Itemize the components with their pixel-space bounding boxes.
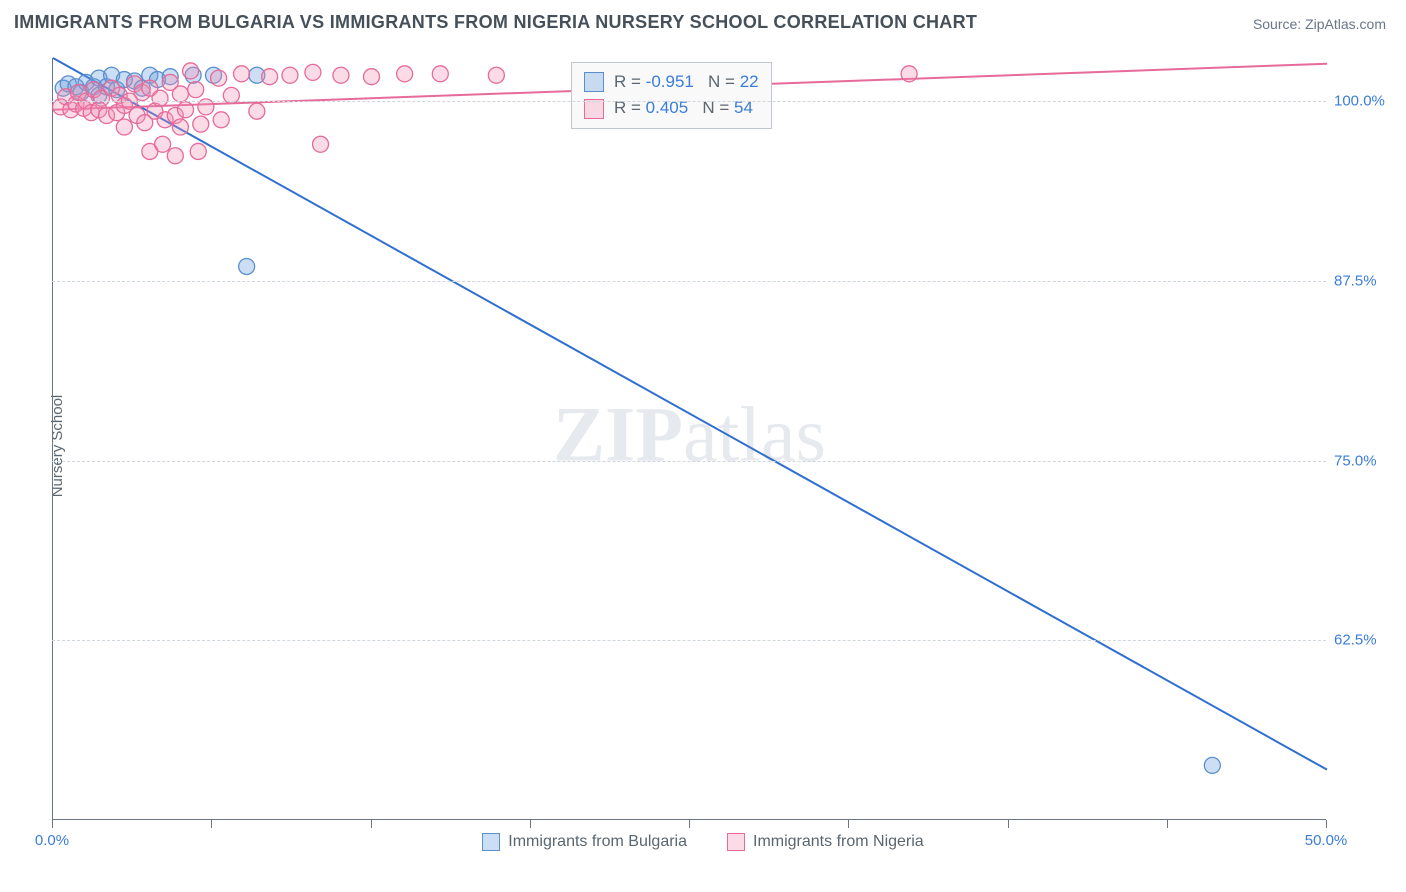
source-name: ZipAtlas.com bbox=[1305, 16, 1386, 32]
bottom-legend-item: Immigrants from Nigeria bbox=[727, 833, 924, 851]
data-point bbox=[364, 69, 380, 85]
data-point bbox=[190, 143, 206, 159]
plot-area: ZIPatlas bbox=[52, 58, 1326, 820]
data-point bbox=[488, 67, 504, 83]
xtick bbox=[371, 820, 372, 828]
data-point bbox=[188, 82, 204, 98]
source-prefix: Source: bbox=[1253, 16, 1305, 32]
data-point bbox=[177, 102, 193, 118]
xtick bbox=[1326, 820, 1327, 828]
ytick-label: 75.0% bbox=[1334, 452, 1377, 469]
xtick-label: 50.0% bbox=[1305, 832, 1348, 849]
data-point bbox=[239, 258, 255, 274]
gridline-h bbox=[52, 461, 1326, 462]
xtick bbox=[1008, 820, 1009, 828]
xtick bbox=[1167, 820, 1168, 828]
data-point bbox=[172, 86, 188, 102]
legend-n-value: 22 bbox=[740, 69, 759, 95]
data-point bbox=[333, 67, 349, 83]
legend-r-value: -0.951 bbox=[646, 69, 694, 95]
xtick bbox=[689, 820, 690, 828]
data-point bbox=[282, 67, 298, 83]
xtick bbox=[848, 820, 849, 828]
data-point bbox=[193, 116, 209, 132]
chart-container: IMMIGRANTS FROM BULGARIA VS IMMIGRANTS F… bbox=[0, 0, 1406, 892]
source-attribution: Source: ZipAtlas.com bbox=[1253, 16, 1386, 32]
data-point bbox=[211, 70, 227, 86]
data-point bbox=[313, 136, 329, 152]
bottom-legend-item: Immigrants from Bulgaria bbox=[482, 833, 687, 851]
data-point bbox=[172, 119, 188, 135]
legend-n-value: 54 bbox=[734, 95, 753, 121]
legend-r-value: 0.405 bbox=[646, 95, 689, 121]
data-point bbox=[234, 66, 250, 82]
bottom-legend: Immigrants from Bulgaria Immigrants from … bbox=[0, 833, 1406, 856]
data-point bbox=[901, 66, 917, 82]
data-point bbox=[116, 119, 132, 135]
correlation-legend: R = -0.951 N = 22R = 0.405 N = 54 bbox=[571, 62, 772, 129]
data-point bbox=[397, 66, 413, 82]
data-point bbox=[213, 112, 229, 128]
data-point bbox=[167, 148, 183, 164]
gridline-h bbox=[52, 101, 1326, 102]
xtick bbox=[530, 820, 531, 828]
gridline-h bbox=[52, 281, 1326, 282]
chart-title: IMMIGRANTS FROM BULGARIA VS IMMIGRANTS F… bbox=[14, 12, 977, 33]
data-point bbox=[152, 90, 168, 106]
legend-row: R = 0.405 N = 54 bbox=[584, 95, 759, 121]
data-point bbox=[183, 63, 199, 79]
legend-row: R = -0.951 N = 22 bbox=[584, 69, 759, 95]
trend-line bbox=[53, 58, 1327, 770]
xtick bbox=[52, 820, 53, 828]
plot-svg bbox=[53, 58, 1327, 820]
data-point bbox=[249, 103, 265, 119]
data-point bbox=[1204, 757, 1220, 773]
data-point bbox=[305, 64, 321, 80]
gridline-h bbox=[52, 640, 1326, 641]
bottom-legend-swatch bbox=[482, 833, 500, 851]
data-point bbox=[262, 69, 278, 85]
xtick-label: 0.0% bbox=[35, 832, 69, 849]
xtick bbox=[211, 820, 212, 828]
bottom-legend-swatch bbox=[727, 833, 745, 851]
ytick-label: 87.5% bbox=[1334, 272, 1377, 289]
ytick-label: 100.0% bbox=[1334, 93, 1385, 110]
bottom-legend-label: Immigrants from Bulgaria bbox=[508, 833, 687, 851]
ytick-label: 62.5% bbox=[1334, 632, 1377, 649]
data-point bbox=[432, 66, 448, 82]
legend-swatch bbox=[584, 72, 604, 92]
data-point bbox=[155, 136, 171, 152]
bottom-legend-label: Immigrants from Nigeria bbox=[753, 833, 924, 851]
